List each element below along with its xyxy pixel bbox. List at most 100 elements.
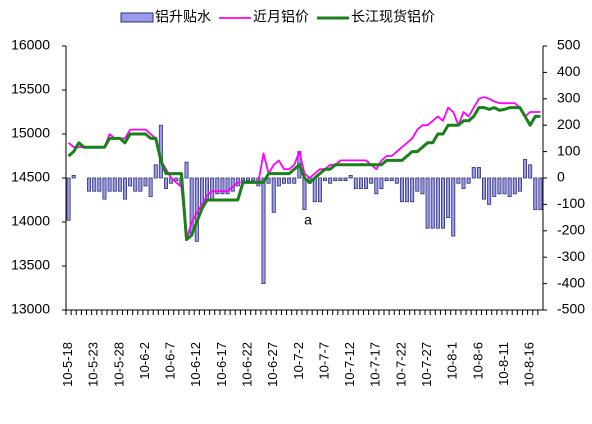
y2-tick-label: 300 [557,90,581,106]
y2-tick-label: -500 [557,301,585,317]
bar [399,177,404,203]
bar [281,177,286,184]
x-tick-label: 10-5-23 [86,342,101,387]
bar [497,177,502,195]
bar [435,177,440,229]
bar [184,161,189,179]
bar [102,177,107,200]
bar [148,177,153,197]
legend-label: 铝升贴水 [155,9,211,25]
bar [312,177,317,203]
x-tick-label: 10-7-17 [368,342,383,387]
bar [71,174,76,179]
bar [420,177,425,195]
bar [271,177,276,213]
bar [471,167,476,179]
x-tick-label: 10-7-2 [291,342,306,380]
y-tick-label: 16000 [11,37,50,53]
bar [487,177,492,205]
y-tick-label: 15000 [11,125,50,141]
bar [112,177,117,192]
x-tick-label: 10-8-11 [496,342,511,386]
x-tick-label: 10-7-27 [419,342,434,387]
bar [364,177,369,189]
bar [502,177,507,195]
x-tick-label: 10-7-12 [342,342,357,387]
y-tick-label: 14000 [11,213,50,229]
bar [379,177,384,189]
bar [153,164,158,179]
bar [430,177,435,229]
bar [507,177,512,197]
bar [461,177,466,189]
bar [199,177,204,205]
bar [476,167,481,179]
bar [374,177,379,195]
bar [220,177,225,195]
x-tick-label: 10-6-2 [137,342,152,380]
bar [164,177,169,189]
bar [384,177,389,182]
bar [292,177,297,184]
bar [276,177,281,187]
bar [225,177,230,195]
bar [492,177,497,197]
y2-tick-label: -100 [557,195,585,211]
y2-tick-label: -200 [557,222,585,238]
y-tick-label: 13000 [11,301,50,317]
bar [338,177,343,182]
bar [246,177,251,182]
line [67,96,541,241]
bar [440,177,445,229]
bar [348,174,353,179]
x-tick-label: 10-6-12 [188,342,203,387]
bar [523,159,528,179]
bar [133,177,138,192]
bar [215,177,220,195]
bar [122,177,127,200]
bar [302,177,307,211]
bar [369,177,374,184]
bar [174,177,179,182]
bar [107,177,112,192]
bar [92,177,97,192]
bar [128,177,133,187]
x-tick-label: 10-6-7 [163,342,178,380]
y2-tick-label: 200 [557,116,581,132]
bar [143,177,148,187]
bar [210,177,215,200]
bar [343,177,348,182]
bar [87,177,92,192]
bar [517,177,522,192]
bar [410,177,415,203]
bar [512,177,517,195]
bar [66,177,71,221]
x-tick-label: 10-8-16 [522,342,537,387]
bar [240,177,245,182]
y2-tick-label: 0 [557,169,565,185]
annotation: a [304,212,312,228]
y-tick-label: 14500 [11,169,50,185]
bar [317,177,322,203]
x-tick-label: 10-8-6 [470,342,485,380]
bar [287,177,292,184]
legend-swatch [120,12,154,23]
bar [456,177,461,184]
bar [415,177,420,192]
bar [482,177,487,200]
y2-tick-label: 500 [557,37,581,53]
y2-tick-label: 400 [557,63,581,79]
x-tick-label: 10-5-28 [111,342,126,387]
bar [261,177,266,284]
line [67,106,541,242]
legend-label: 近月铝价 [253,9,309,25]
bar [328,177,333,184]
bar [266,177,271,184]
bar [97,177,102,192]
bar [358,177,363,189]
bar [251,177,256,182]
y-tick-label: 13500 [11,257,50,273]
x-tick-label: 10-6-22 [240,342,255,387]
x-tick-label: 10-7-7 [316,342,331,380]
